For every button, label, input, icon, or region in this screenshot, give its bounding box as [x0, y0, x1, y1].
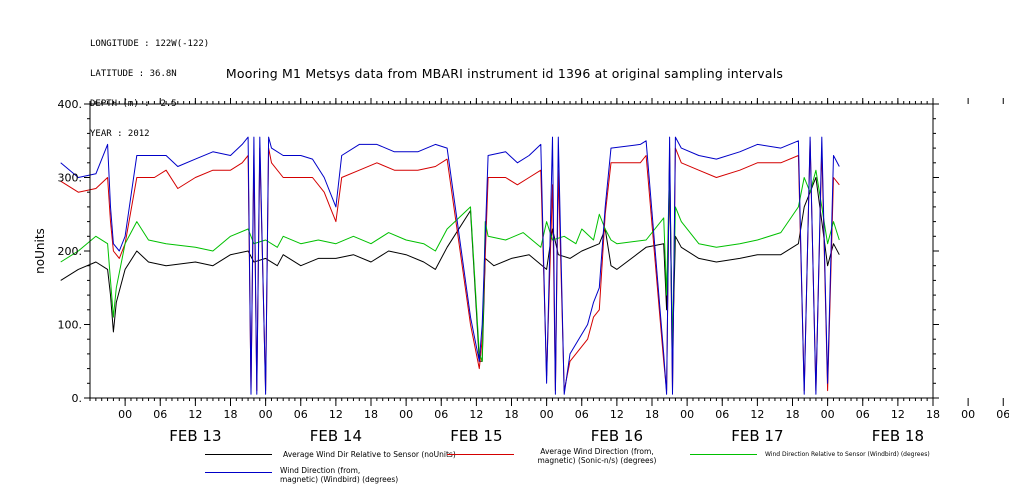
x-tick-label: 00	[259, 408, 273, 421]
x-tick-label: 18	[645, 408, 659, 421]
x-tick-label: 06	[996, 408, 1009, 421]
x-date-label: FEB 17	[731, 427, 783, 445]
x-tick-label: 06	[856, 408, 870, 421]
legend-label-red: Average Wind Direction (from, magnetic) …	[537, 447, 657, 465]
x-date-label: FEB 13	[169, 427, 221, 445]
x-tick-label: 00	[961, 408, 975, 421]
x-tick-label: 06	[434, 408, 448, 421]
x-date-label: FEB 18	[872, 427, 924, 445]
x-tick-label: 18	[224, 408, 238, 421]
x-date-label: FEB 14	[310, 427, 362, 445]
y-axis-label: noUnits	[33, 228, 47, 274]
x-tick-label: 18	[505, 408, 519, 421]
series-line-0	[60, 177, 840, 362]
meta-latitude: LATITUDE : 36.8N	[90, 69, 177, 79]
x-tick-label: 12	[329, 408, 343, 421]
x-date-label: FEB 15	[450, 427, 502, 445]
meta-year: YEAR : 2012	[90, 129, 150, 139]
x-tick-label: 00	[399, 408, 413, 421]
legend-swatch-blue	[205, 472, 272, 473]
legend-swatch-green	[690, 454, 757, 455]
series-line-3	[60, 136, 840, 395]
x-tick-label: 12	[188, 408, 202, 421]
plot-frame	[89, 103, 934, 399]
y-tick-label: 300.	[58, 172, 83, 185]
x-tick-label: 12	[891, 408, 905, 421]
legend-swatch-black	[205, 454, 272, 455]
x-tick-label: 18	[926, 408, 940, 421]
series-line-1	[60, 140, 840, 392]
meta-longitude: LONGITUDE : 122W(-122)	[90, 39, 210, 49]
x-tick-label: 12	[750, 408, 764, 421]
x-tick-label: 06	[575, 408, 589, 421]
x-tick-label: 00	[821, 408, 835, 421]
x-tick-label: 00	[680, 408, 694, 421]
x-date-label: FEB 16	[591, 427, 643, 445]
y-tick-label: 400.	[58, 98, 83, 111]
axis-layer: 0. 100. 200. 300. 400. noUnits 00 06 12 18 00 06 12 1…	[33, 98, 1009, 445]
series-layer	[60, 136, 840, 395]
legend-label-blue: Wind Direction (from, magnetic) (Windbir…	[280, 466, 399, 484]
legend-label-green: Wind Direction Relative to Sensor (Windb…	[765, 451, 930, 458]
x-tick-label: 18	[786, 408, 800, 421]
x-tick-label: 12	[469, 408, 483, 421]
series-line-2	[60, 162, 840, 362]
chart-title: Mooring M1 Metsys data from MBARI instru…	[225, 66, 784, 81]
x-tick-label: 12	[610, 408, 624, 421]
x-tick-label: 06	[294, 408, 308, 421]
x-tick-label: 00	[118, 408, 132, 421]
y-tick-label: 100.	[58, 319, 83, 332]
x-tick-label: 18	[364, 408, 378, 421]
y-tick-label: 0.	[72, 392, 83, 405]
x-tick-label: 06	[715, 408, 729, 421]
legend-swatch-red	[447, 454, 514, 455]
x-tick-label: 00	[540, 408, 554, 421]
x-tick-label: 06	[153, 408, 167, 421]
legend-label-black: Average Wind Dir Relative to Sensor (noU…	[283, 450, 456, 459]
y-tick-label: 200.	[58, 245, 83, 258]
